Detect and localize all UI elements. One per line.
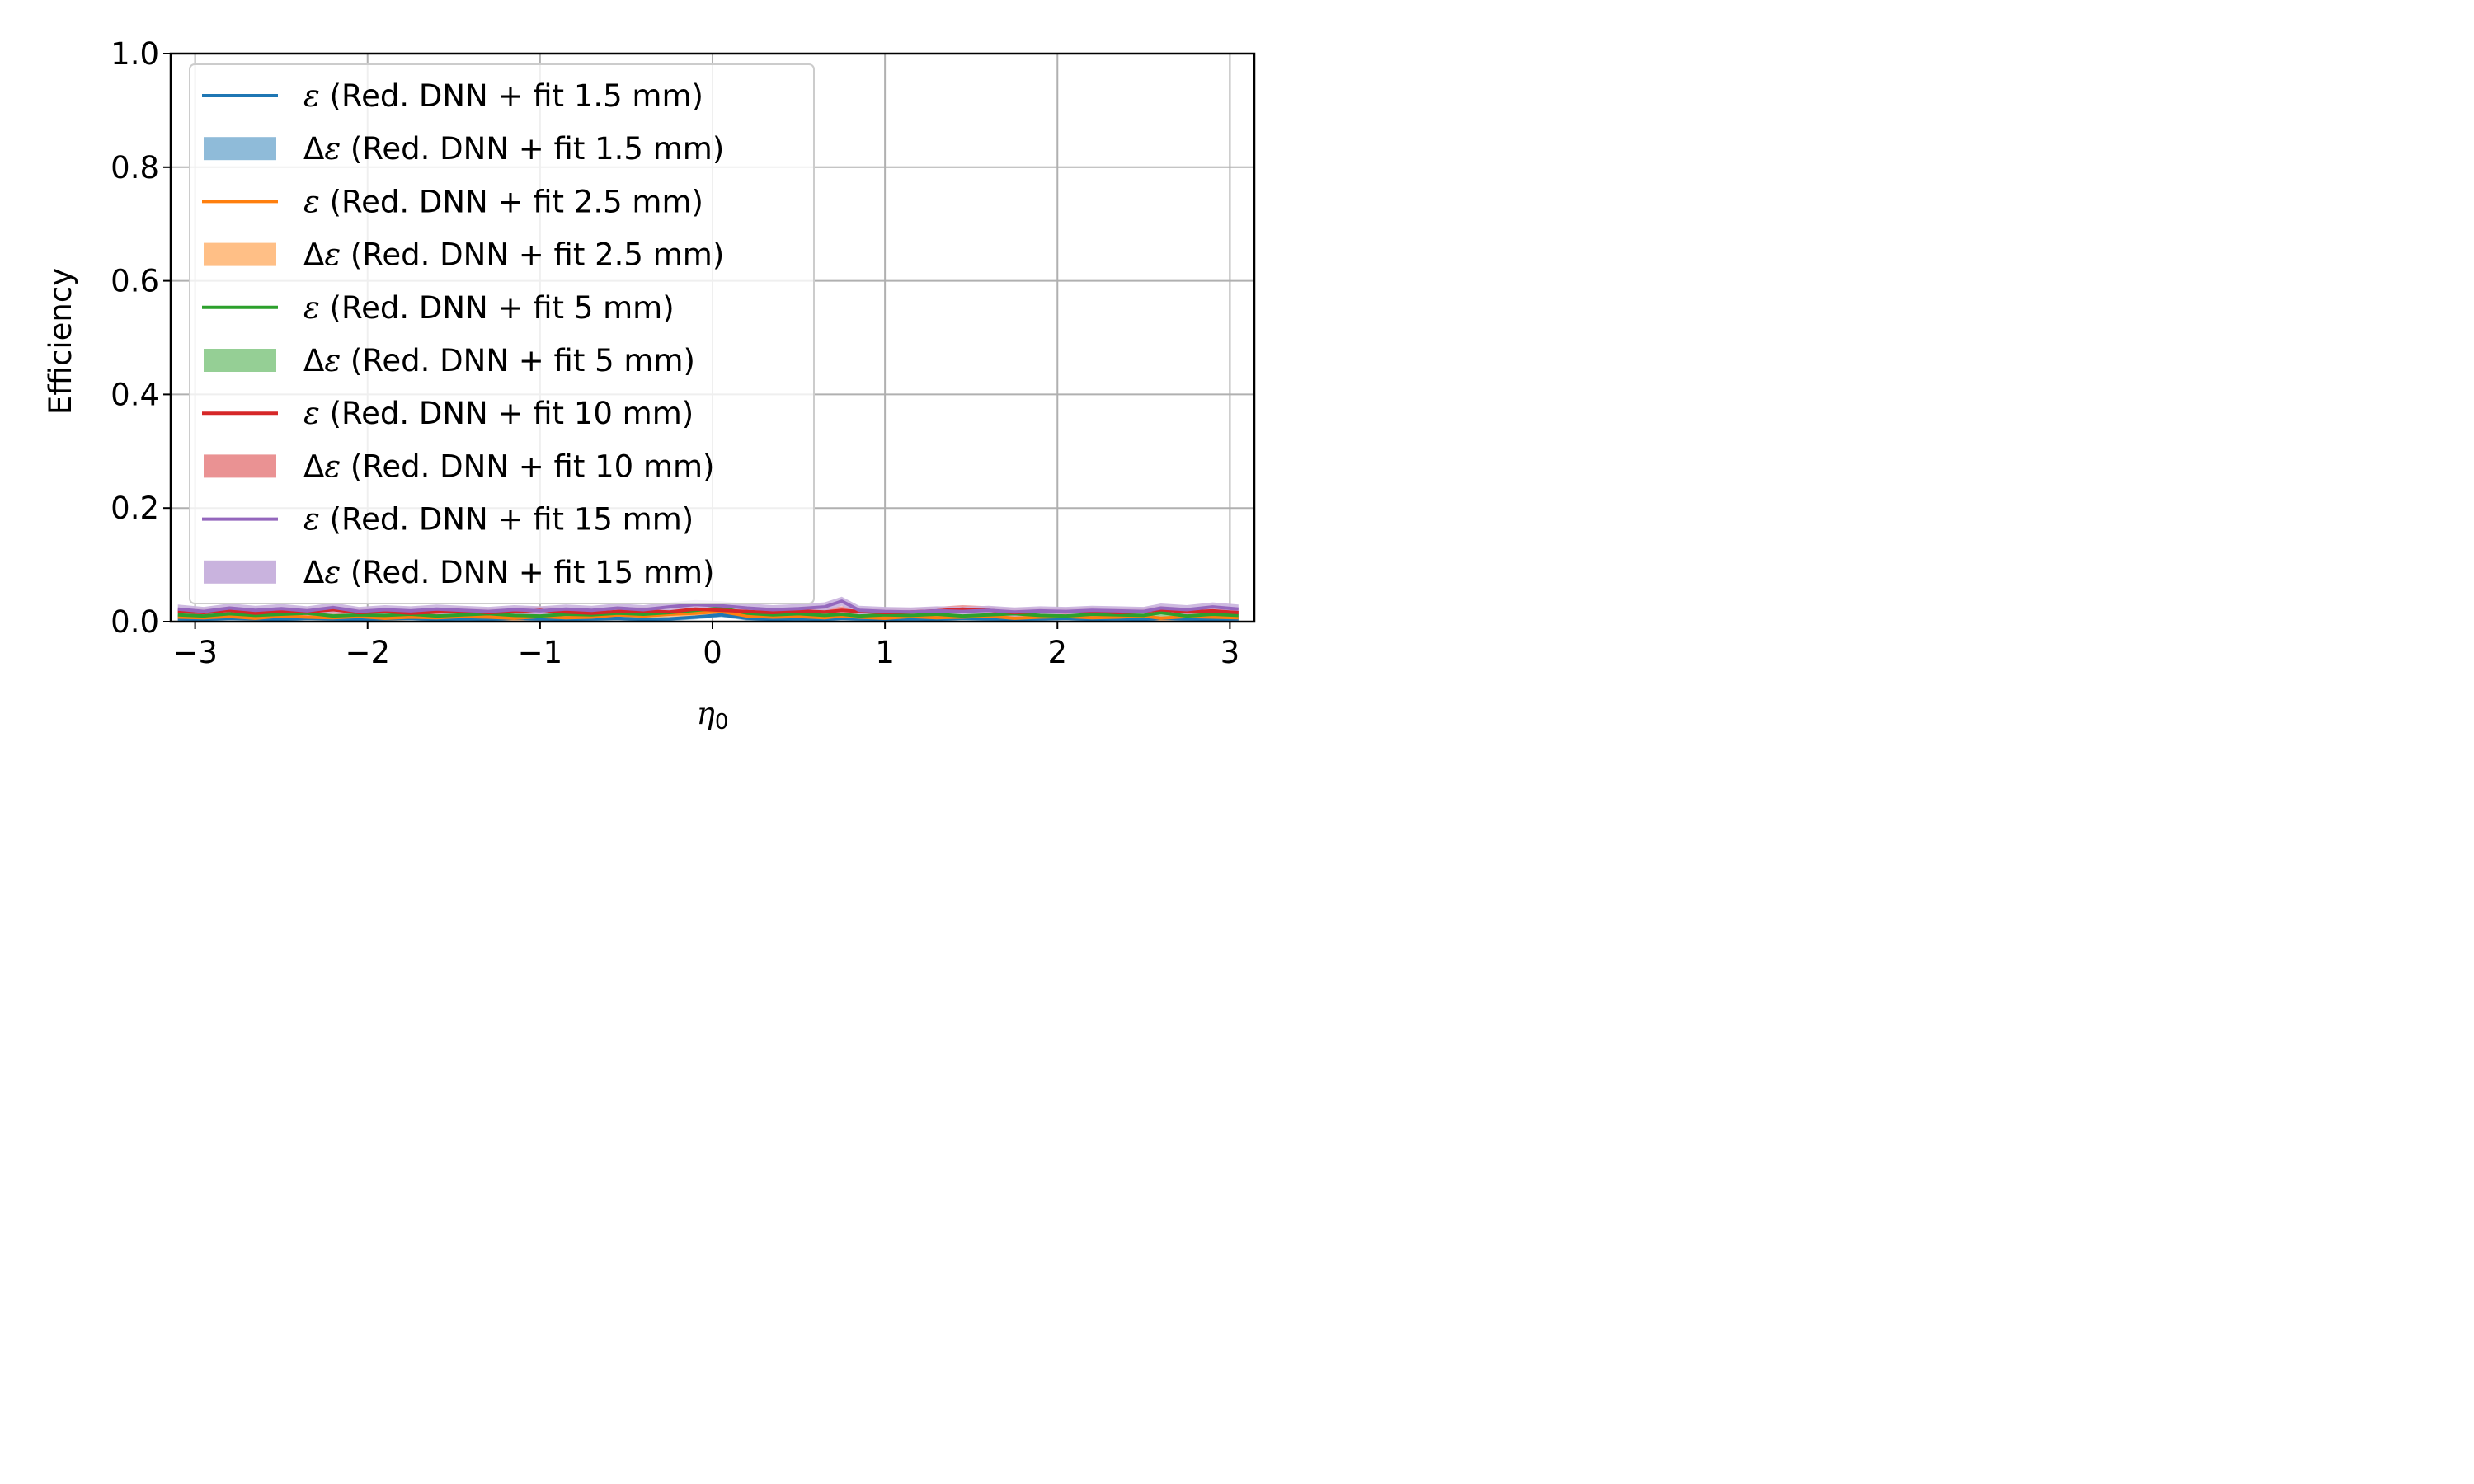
y-axis: 0.0 0.2 0.4 0.6 0.8 1.0 [111, 36, 171, 640]
y-tick-label: 0.8 [111, 150, 159, 186]
x-axis: −3 −2 −1 0 1 2 3 [172, 622, 1239, 670]
legend-band-swatch [204, 137, 276, 161]
x-tick-label: −2 [345, 635, 390, 670]
x-tick-label: 3 [1221, 635, 1240, 670]
legend: ε (Red. DNN + fit 1.5 mm) Δε (Red. DNN + … [189, 63, 815, 604]
x-tick-label: 1 [875, 635, 895, 670]
y-tick-label: 0.4 [111, 377, 159, 412]
y-tick-label: 1.0 [111, 36, 159, 72]
legend-band-swatch [204, 454, 276, 478]
legend-entry-label: ε (Red. DNN + fit 15 mm) [303, 502, 694, 538]
y-tick-label: 0.6 [111, 264, 159, 299]
legend-entry-label: Δε (Red. DNN + fit 5 mm) [303, 343, 695, 378]
legend-entry-label: Δε (Red. DNN + fit 15 mm) [303, 555, 715, 590]
x-tick-label: −3 [172, 635, 218, 670]
x-tick-label: 2 [1047, 635, 1067, 670]
series-lines [177, 599, 1239, 622]
line-series-2 [177, 606, 1239, 618]
legend-band-swatch [204, 349, 276, 372]
legend-entry-label: ε (Red. DNN + fit 5 mm) [303, 290, 675, 326]
legend-entry-label: ε (Red. DNN + fit 10 mm) [303, 396, 694, 431]
x-tick-label: −1 [518, 635, 563, 670]
legend-entry-label: Δε (Red. DNN + fit 2.5 mm) [303, 237, 724, 273]
legend-entry-label: Δε (Red. DNN + fit 10 mm) [303, 448, 715, 484]
legend-box [189, 63, 815, 604]
y-axis-label: Efficiency [43, 268, 78, 415]
legend-entry-label: ε (Red. DNN + fit 2.5 mm) [303, 184, 703, 219]
line-series-4 [177, 599, 1239, 614]
y-tick-label: 0.0 [111, 604, 159, 640]
legend-entry-label: ε (Red. DNN + fit 1.5 mm) [303, 78, 703, 114]
legend-entry-label: Δε (Red. DNN + fit 1.5 mm) [303, 131, 724, 167]
legend-band-swatch [204, 560, 276, 584]
line-series-0 [177, 613, 1239, 622]
y-tick-label: 0.2 [111, 491, 159, 526]
legend-band-swatch [204, 242, 276, 266]
x-tick-label: 0 [703, 635, 722, 670]
efficiency-chart: −3 −2 −1 0 1 2 3 0.0 0.2 0.4 0.6 0.8 1.0 Efficiency… [0, 0, 1280, 768]
